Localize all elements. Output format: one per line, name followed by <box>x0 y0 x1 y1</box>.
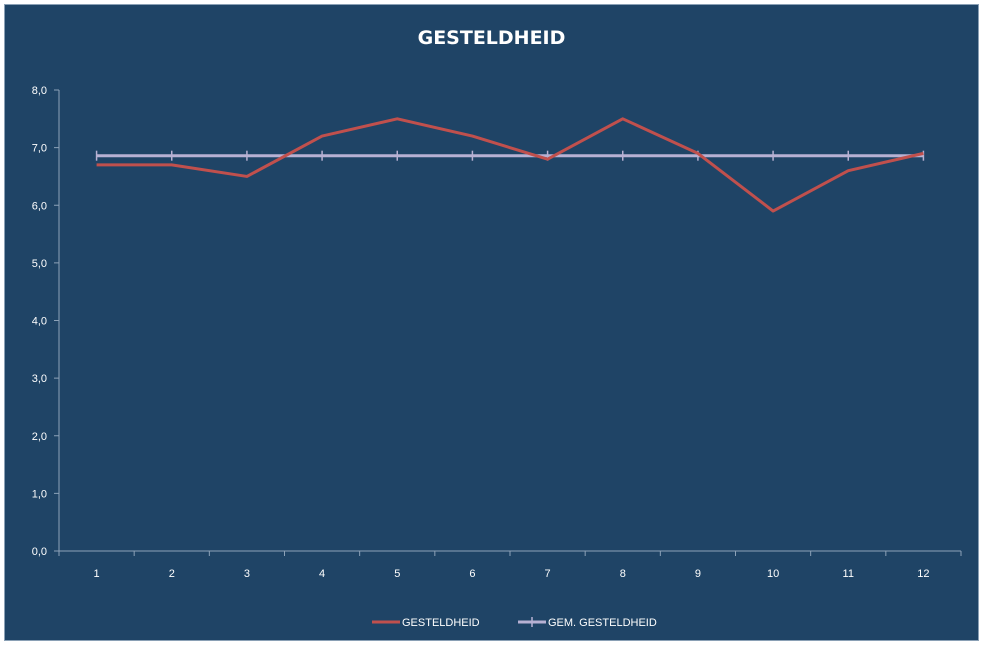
chart-title: GESTELDHEID <box>417 27 566 49</box>
x-tick-label: 7 <box>545 568 551 580</box>
y-tick-label: 5,0 <box>32 258 47 270</box>
y-tick-label: 2,0 <box>32 431 47 443</box>
x-tick-label: 2 <box>169 568 175 580</box>
y-tick-label: 1,0 <box>32 488 47 500</box>
x-tick-label: 8 <box>620 568 626 580</box>
x-tick-label: 1 <box>94 568 100 580</box>
y-tick-label: 8,0 <box>32 85 47 97</box>
x-tick-label: 6 <box>469 568 475 580</box>
chart-area: GESTELDHEID <box>4 4 979 641</box>
series-line-gesteldheid <box>96 117 924 213</box>
x-tick-label: 5 <box>394 568 400 580</box>
legend-label: GESTELDHEID <box>402 617 480 629</box>
x-tick-label: 3 <box>244 568 250 580</box>
y-tick-label: 4,0 <box>32 316 47 328</box>
x-tick-label: 11 <box>843 568 854 580</box>
x-tick-label: 12 <box>917 568 929 580</box>
y-tick-label: 6,0 <box>32 200 47 212</box>
legend-label: GEM. GESTELDHEID <box>548 617 657 629</box>
y-tick-label: 7,0 <box>32 143 47 155</box>
y-tick-label: 3,0 <box>32 373 47 385</box>
x-tick-label: 4 <box>319 568 325 580</box>
x-tick-label: 9 <box>695 568 701 580</box>
x-tick-label: 10 <box>767 568 779 580</box>
y-tick-label: 0,0 <box>32 546 47 558</box>
